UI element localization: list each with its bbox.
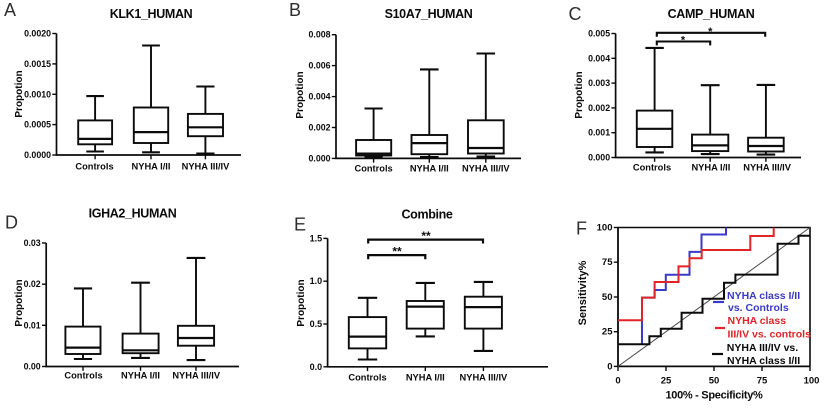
svg-text:E: E [294, 215, 306, 235]
svg-text:0: 0 [607, 361, 612, 372]
svg-text:Controls: Controls [633, 162, 671, 172]
svg-text:NYHA III/IV: NYHA III/IV [460, 372, 508, 382]
svg-text:0.008: 0.008 [308, 30, 330, 40]
svg-text:0.002: 0.002 [308, 123, 330, 133]
svg-text:NYHA III/IV: NYHA III/IV [182, 162, 230, 172]
svg-text:Propotion: Propotion [296, 279, 307, 326]
svg-text:1.5: 1.5 [310, 233, 323, 243]
svg-text:100: 100 [597, 223, 613, 234]
svg-text:*: * [681, 35, 686, 47]
svg-text:NYHA I/II: NYHA I/II [132, 162, 171, 172]
svg-text:KLK1_HUMAN: KLK1_HUMAN [110, 7, 193, 21]
svg-text:**: ** [392, 245, 402, 259]
svg-text:IGHA2_HUMAN: IGHA2_HUMAN [89, 207, 177, 221]
svg-text:NYHA I/II: NYHA I/II [406, 372, 445, 382]
svg-text:0.006: 0.006 [308, 61, 330, 71]
svg-text:0.002: 0.002 [588, 103, 610, 113]
svg-text:25: 25 [661, 376, 672, 387]
svg-text:Controls: Controls [354, 163, 392, 173]
svg-text:0.001: 0.001 [588, 128, 610, 138]
svg-text:0.02: 0.02 [24, 279, 41, 289]
svg-text:Combine: Combine [401, 208, 452, 222]
svg-text:0.0: 0.0 [310, 362, 323, 372]
svg-text:75: 75 [757, 376, 768, 387]
svg-text:NYHA class: NYHA class [728, 315, 787, 327]
svg-text:NYHA III/IV vs.: NYHA III/IV vs. [727, 342, 798, 354]
svg-text:NYHA III/IV: NYHA III/IV [462, 163, 510, 173]
svg-text:0.0005: 0.0005 [24, 120, 51, 130]
svg-text:0.004: 0.004 [588, 53, 610, 63]
svg-text:Sensitivity%: Sensitivity% [577, 260, 589, 325]
svg-text:NYHA I/II: NYHA I/II [121, 371, 160, 381]
svg-text:0.000: 0.000 [588, 153, 610, 163]
svg-text:0.00: 0.00 [24, 362, 41, 372]
svg-text:0.0010: 0.0010 [24, 89, 51, 99]
svg-text:0.0020: 0.0020 [24, 29, 51, 39]
svg-text:C: C [569, 4, 582, 24]
svg-text:0.01: 0.01 [24, 320, 41, 330]
svg-text:Propotion: Propotion [14, 279, 25, 326]
svg-text:0.03: 0.03 [24, 238, 41, 248]
svg-text:*: * [708, 26, 713, 38]
svg-text:75: 75 [602, 257, 613, 268]
svg-text:NYHA class I/II: NYHA class I/II [727, 290, 800, 302]
svg-text:A: A [4, 0, 16, 20]
svg-text:Controls: Controls [75, 162, 113, 172]
svg-text:0.004: 0.004 [308, 92, 330, 102]
svg-text:B: B [289, 0, 301, 20]
svg-text:NYHA I/II: NYHA I/II [410, 163, 449, 173]
svg-text:0: 0 [615, 376, 620, 387]
svg-text:1.0: 1.0 [310, 276, 323, 286]
svg-text:50: 50 [709, 376, 720, 387]
svg-text:Propotion: Propotion [295, 71, 306, 118]
svg-text:NYHA III/IV: NYHA III/IV [172, 371, 220, 381]
svg-text:50: 50 [602, 292, 613, 303]
svg-text:Controls: Controls [348, 372, 386, 382]
svg-text:0.5: 0.5 [310, 319, 323, 329]
svg-text:III/IV vs. controls: III/IV vs. controls [728, 329, 812, 341]
svg-text:CAMP_HUMAN: CAMP_HUMAN [668, 7, 755, 21]
svg-text:F: F [576, 219, 587, 239]
svg-text:0.003: 0.003 [588, 78, 610, 88]
svg-text:NYHA III/IV: NYHA III/IV [743, 162, 791, 172]
svg-text:S10A7_HUMAN: S10A7_HUMAN [385, 7, 473, 21]
svg-text:Propotion: Propotion [574, 71, 585, 118]
svg-text:0.000: 0.000 [308, 153, 330, 163]
svg-text:NYHA I/II: NYHA I/II [691, 162, 730, 172]
svg-text:D: D [5, 213, 18, 233]
svg-text:0.005: 0.005 [588, 29, 610, 39]
svg-text:0.0015: 0.0015 [24, 59, 51, 69]
svg-text:100% - Specificity%: 100% - Specificity% [665, 390, 763, 402]
svg-text:Controls: Controls [64, 371, 102, 381]
svg-text:25: 25 [602, 327, 613, 338]
svg-text:100: 100 [804, 376, 820, 387]
svg-text:vs. Controls: vs. Controls [728, 302, 789, 314]
svg-text:NYHA class I/II: NYHA class I/II [727, 355, 800, 367]
svg-text:**: ** [421, 229, 431, 243]
svg-text:0.0000: 0.0000 [24, 150, 51, 160]
svg-text:Propotion: Propotion [14, 70, 25, 117]
